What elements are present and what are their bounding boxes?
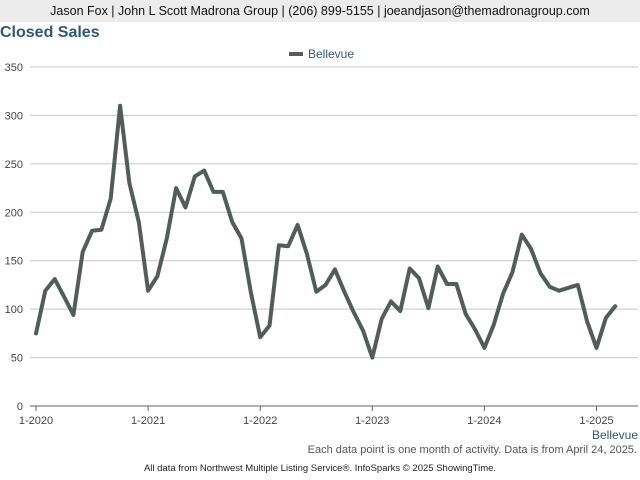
data-point (183, 205, 187, 209)
data-point (501, 292, 505, 296)
data-point (538, 271, 542, 275)
data-point (258, 335, 262, 339)
data-point (417, 276, 421, 280)
x-tick-label: 1-2024 (467, 415, 501, 427)
data-point (389, 299, 393, 303)
data-point (90, 229, 94, 233)
data-point (221, 190, 225, 194)
data-point (193, 174, 197, 178)
header-text: Jason Fox | John L Scott Madrona Group |… (50, 4, 590, 18)
data-point (71, 313, 75, 317)
data-point (109, 197, 113, 201)
x-tick-label: 1-2023 (355, 415, 389, 427)
x-tick-label: 1-2021 (131, 415, 165, 427)
data-point (165, 236, 169, 240)
data-point (557, 289, 561, 293)
data-point (127, 181, 131, 185)
data-point (174, 186, 178, 190)
data-point (342, 290, 346, 294)
y-tick-label: 200 (5, 207, 23, 219)
x-tick-label: 1-2022 (243, 415, 277, 427)
x-end-label: Bellevue (592, 428, 638, 442)
closed-sales-chart: 0 50 100 150 200 250 300 350 1-2020 1-2021 1-2022 1… (5, 47, 639, 442)
y-tick-label: 150 (5, 256, 23, 268)
y-tick-label: 350 (5, 62, 23, 74)
data-point (576, 283, 580, 287)
data-point (268, 324, 272, 328)
data-point (305, 252, 309, 256)
y-tick-label: 0 (17, 401, 23, 413)
source-note: All data from Northwest Multiple Listing… (143, 463, 497, 474)
data-point (426, 306, 430, 310)
data-point (548, 285, 552, 289)
data-point (249, 291, 253, 295)
data-point (333, 267, 337, 271)
y-tick-label: 300 (5, 110, 23, 122)
data-point (595, 346, 599, 350)
series-line-bellevue (34, 103, 618, 360)
data-point (361, 328, 365, 332)
data-point (566, 286, 570, 290)
data-point (585, 320, 589, 324)
chart-title: Closed Sales (0, 24, 100, 41)
legend-label: Bellevue (308, 47, 354, 61)
y-tick-label: 250 (5, 159, 23, 171)
data-point (445, 282, 449, 286)
y-tick-label: 100 (5, 304, 23, 316)
data-point (118, 104, 122, 108)
data-point (155, 274, 159, 278)
data-point (43, 289, 47, 293)
x-tick-label: 1-2020 (19, 415, 53, 427)
data-point (482, 346, 486, 350)
data-point (202, 169, 206, 173)
data-point (324, 283, 328, 287)
data-point (510, 270, 514, 274)
data-point (492, 323, 496, 327)
data-point (520, 233, 524, 237)
data-point (211, 190, 215, 194)
data-point (464, 312, 468, 316)
footnote: Each data point is one month of activity… (307, 444, 637, 456)
data-point (81, 250, 85, 254)
data-point (529, 247, 533, 251)
data-point (380, 317, 384, 321)
data-point (370, 356, 374, 360)
data-point (352, 310, 356, 314)
data-point (296, 223, 300, 227)
data-point (473, 327, 477, 331)
x-tick-label: 1-2025 (579, 415, 613, 427)
data-point (454, 282, 458, 286)
data-point (230, 220, 234, 224)
data-point (398, 309, 402, 313)
header-bar: Jason Fox | John L Scott Madrona Group |… (0, 0, 640, 22)
data-point (240, 236, 244, 240)
data-point (604, 316, 608, 320)
data-point (62, 295, 66, 299)
data-point (277, 243, 281, 247)
y-tick-label: 50 (11, 353, 23, 365)
data-point (53, 277, 57, 281)
data-point (436, 265, 440, 269)
data-point (408, 266, 412, 270)
data-point (99, 228, 103, 232)
data-point (613, 304, 617, 308)
data-point (137, 220, 141, 224)
data-point (34, 331, 38, 335)
data-point (146, 289, 150, 293)
data-point (286, 244, 290, 248)
data-point (314, 290, 318, 294)
